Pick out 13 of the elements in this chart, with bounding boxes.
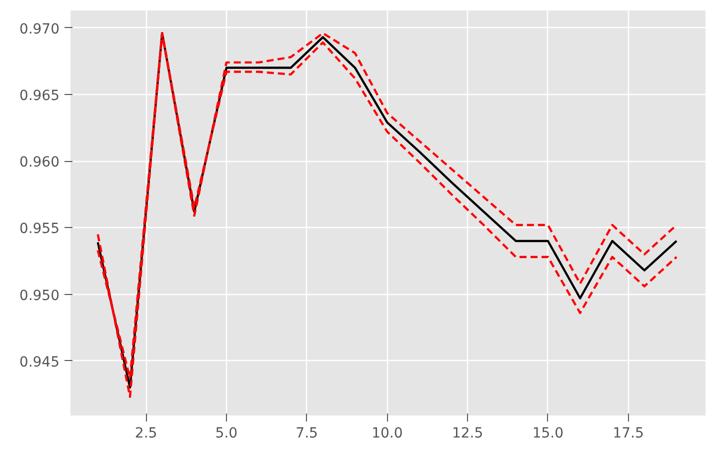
x-tick-label: 7.5 (296, 426, 318, 442)
x-tick-label: 15.0 (532, 426, 564, 442)
x-tick-label: 12.5 (452, 426, 484, 442)
y-tick-label: 0.950 (19, 288, 60, 304)
y-tick-label: 0.965 (19, 88, 60, 104)
x-tick-label: 2.5 (134, 426, 158, 442)
x-tick-label: 17.5 (612, 426, 644, 442)
y-tick-label: 0.960 (19, 154, 60, 171)
y-tick-label: 0.970 (19, 21, 60, 38)
y-tick-label: 0.945 (19, 354, 60, 370)
x-tick-label: 10.0 (372, 426, 403, 442)
y-tick-label: 0.955 (19, 221, 60, 238)
x-tick-label: 5.0 (215, 426, 238, 442)
